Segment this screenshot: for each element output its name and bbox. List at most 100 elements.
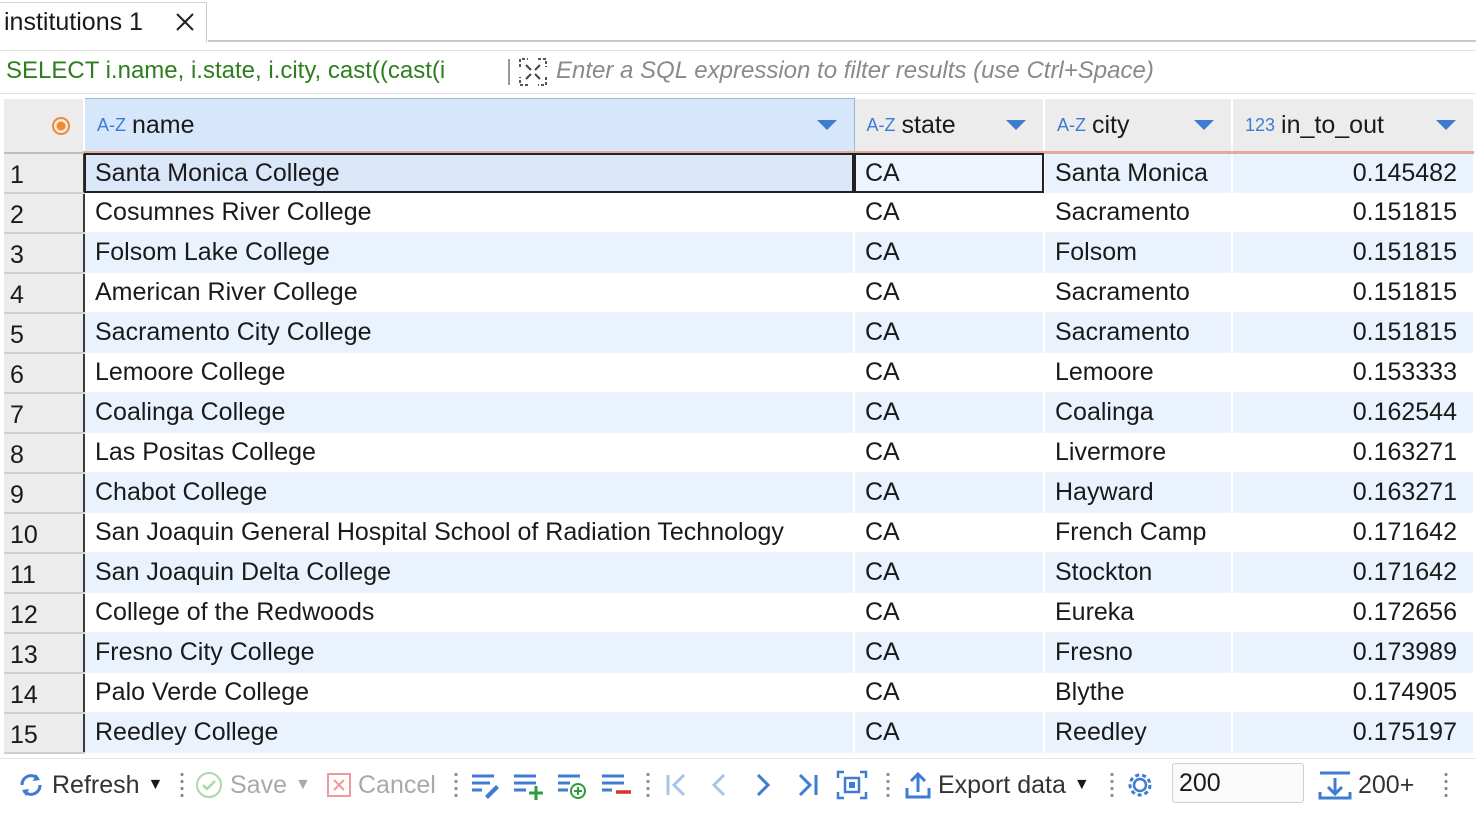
cell-name[interactable]: San Joaquin Delta College — [84, 552, 855, 593]
cell-name[interactable]: Fresno City College — [84, 632, 855, 673]
cell-name[interactable]: Santa Monica College — [84, 152, 855, 193]
cell-state[interactable]: CA — [854, 272, 1045, 313]
chevron-down-icon[interactable]: ▼ — [147, 776, 164, 793]
next-page-button[interactable] — [752, 767, 774, 803]
column-header-in-to-out[interactable]: 123 in_to_out — [1232, 98, 1474, 154]
table-row[interactable]: 15 Reedley College CA Reedley 0.175197 — [4, 712, 1474, 754]
row-number[interactable]: 8 — [4, 432, 85, 474]
row-number[interactable]: 11 — [4, 552, 85, 594]
tab-institutions[interactable]: institutions 1 — [0, 2, 207, 42]
row-number[interactable]: 9 — [4, 472, 85, 514]
cell-in-to-out[interactable]: 0.145482 — [1232, 152, 1474, 193]
panels-button[interactable] — [836, 767, 868, 803]
cell-state[interactable]: CA — [854, 392, 1045, 433]
cell-name[interactable]: Palo Verde College — [84, 672, 855, 713]
cell-city[interactable]: Blythe — [1044, 672, 1233, 713]
row-number[interactable]: 6 — [4, 352, 85, 394]
column-header-state[interactable]: A-Z state — [854, 98, 1045, 154]
table-row[interactable]: 13 Fresno City College CA Fresno 0.17398… — [4, 632, 1474, 674]
cell-name[interactable]: Reedley College — [84, 712, 855, 753]
chevron-down-icon[interactable] — [1193, 119, 1215, 131]
cell-state[interactable]: CA — [854, 232, 1045, 273]
sql-query-text[interactable]: SELECT i.name, i.state, i.city, cast((ca… — [6, 57, 446, 84]
fetch-size-input[interactable] — [1172, 763, 1304, 803]
close-icon[interactable] — [174, 11, 196, 33]
cell-in-to-out[interactable]: 0.151815 — [1232, 192, 1474, 233]
chevron-down-icon[interactable]: ▼ — [294, 776, 311, 793]
column-header-name[interactable]: A-Z name — [83, 98, 855, 154]
cell-name[interactable]: American River College — [84, 272, 855, 313]
cell-city[interactable]: Reedley — [1044, 712, 1233, 753]
cell-city[interactable]: Livermore — [1044, 432, 1233, 473]
cell-state[interactable]: CA — [854, 352, 1045, 393]
row-number[interactable]: 7 — [4, 392, 85, 434]
row-number[interactable]: 10 — [4, 512, 85, 554]
cell-name[interactable]: Coalinga College — [84, 392, 855, 433]
row-number[interactable]: 1 — [4, 152, 85, 194]
cell-city[interactable]: Hayward — [1044, 472, 1233, 513]
filter-input[interactable] — [556, 55, 1456, 87]
row-number[interactable]: 12 — [4, 592, 85, 634]
chevron-down-icon[interactable] — [1435, 119, 1457, 131]
last-page-button[interactable] — [794, 767, 820, 803]
cell-in-to-out[interactable]: 0.151815 — [1232, 312, 1474, 353]
cell-in-to-out[interactable]: 0.171642 — [1232, 512, 1474, 553]
delete-row-button[interactable] — [600, 767, 632, 803]
add-row-button[interactable] — [512, 767, 544, 803]
cell-name[interactable]: San Joaquin General Hospital School of R… — [84, 512, 855, 553]
expand-icon[interactable] — [518, 57, 548, 87]
cell-state[interactable]: CA — [854, 432, 1045, 473]
table-row[interactable]: 8 Las Positas College CA Livermore 0.163… — [4, 432, 1474, 474]
cell-in-to-out[interactable]: 0.172656 — [1232, 592, 1474, 633]
cell-city[interactable]: Lemoore — [1044, 352, 1233, 393]
cell-city[interactable]: Stockton — [1044, 552, 1233, 593]
cell-state[interactable]: CA — [854, 592, 1045, 633]
row-number[interactable]: 15 — [4, 712, 85, 754]
first-page-button[interactable] — [664, 767, 690, 803]
cell-city[interactable]: French Camp — [1044, 512, 1233, 553]
cell-state[interactable]: CA — [854, 712, 1045, 753]
settings-button[interactable] — [1124, 767, 1156, 803]
cell-state[interactable]: CA — [854, 472, 1045, 513]
cell-in-to-out[interactable]: 0.163271 — [1232, 432, 1474, 473]
table-row[interactable]: 12 College of the Redwoods CA Eureka 0.1… — [4, 592, 1474, 634]
cell-city[interactable]: Eureka — [1044, 592, 1233, 633]
cell-state[interactable]: CA — [854, 552, 1045, 593]
cell-name[interactable]: College of the Redwoods — [84, 592, 855, 633]
refresh-button[interactable]: Refresh ▼ — [16, 767, 163, 803]
cell-city[interactable]: Santa Monica — [1044, 152, 1233, 193]
table-row[interactable]: 7 Coalinga College CA Coalinga 0.162544 — [4, 392, 1474, 434]
table-row[interactable]: 10 San Joaquin General Hospital School o… — [4, 512, 1474, 554]
table-row[interactable]: 3 Folsom Lake College CA Folsom 0.151815 — [4, 232, 1474, 274]
cell-in-to-out[interactable]: 0.151815 — [1232, 272, 1474, 313]
cell-city[interactable]: Fresno — [1044, 632, 1233, 673]
cell-in-to-out[interactable]: 0.162544 — [1232, 392, 1474, 433]
cell-in-to-out[interactable]: 0.173989 — [1232, 632, 1474, 673]
table-row[interactable]: 11 San Joaquin Delta College CA Stockton… — [4, 552, 1474, 594]
row-number[interactable]: 4 — [4, 272, 85, 314]
cell-name[interactable]: Lemoore College — [84, 352, 855, 393]
table-row[interactable]: 4 American River College CA Sacramento 0… — [4, 272, 1474, 314]
cell-state[interactable]: CA — [854, 632, 1045, 673]
cell-in-to-out[interactable]: 0.175197 — [1232, 712, 1474, 753]
table-row[interactable]: 2 Cosumnes River College CA Sacramento 0… — [4, 192, 1474, 234]
cell-city[interactable]: Sacramento — [1044, 312, 1233, 353]
table-row[interactable]: 9 Chabot College CA Hayward 0.163271 — [4, 472, 1474, 514]
row-number[interactable]: 5 — [4, 312, 85, 354]
cell-state[interactable]: CA — [854, 312, 1045, 353]
cell-in-to-out[interactable]: 0.171642 — [1232, 552, 1474, 593]
row-number[interactable]: 3 — [4, 232, 85, 274]
cell-in-to-out[interactable]: 0.153333 — [1232, 352, 1474, 393]
save-button[interactable]: Save ▼ — [194, 767, 311, 803]
edit-row-button[interactable] — [470, 767, 500, 803]
cell-city[interactable]: Sacramento — [1044, 192, 1233, 233]
cell-state[interactable]: CA — [854, 152, 1045, 193]
cell-in-to-out[interactable]: 0.174905 — [1232, 672, 1474, 713]
chevron-down-icon[interactable] — [1005, 119, 1027, 131]
cell-name[interactable]: Cosumnes River College — [84, 192, 855, 233]
cell-state[interactable]: CA — [854, 512, 1045, 553]
cell-city[interactable]: Sacramento — [1044, 272, 1233, 313]
cell-name[interactable]: Las Positas College — [84, 432, 855, 473]
cell-city[interactable]: Coalinga — [1044, 392, 1233, 433]
table-row[interactable]: 5 Sacramento City College CA Sacramento … — [4, 312, 1474, 354]
